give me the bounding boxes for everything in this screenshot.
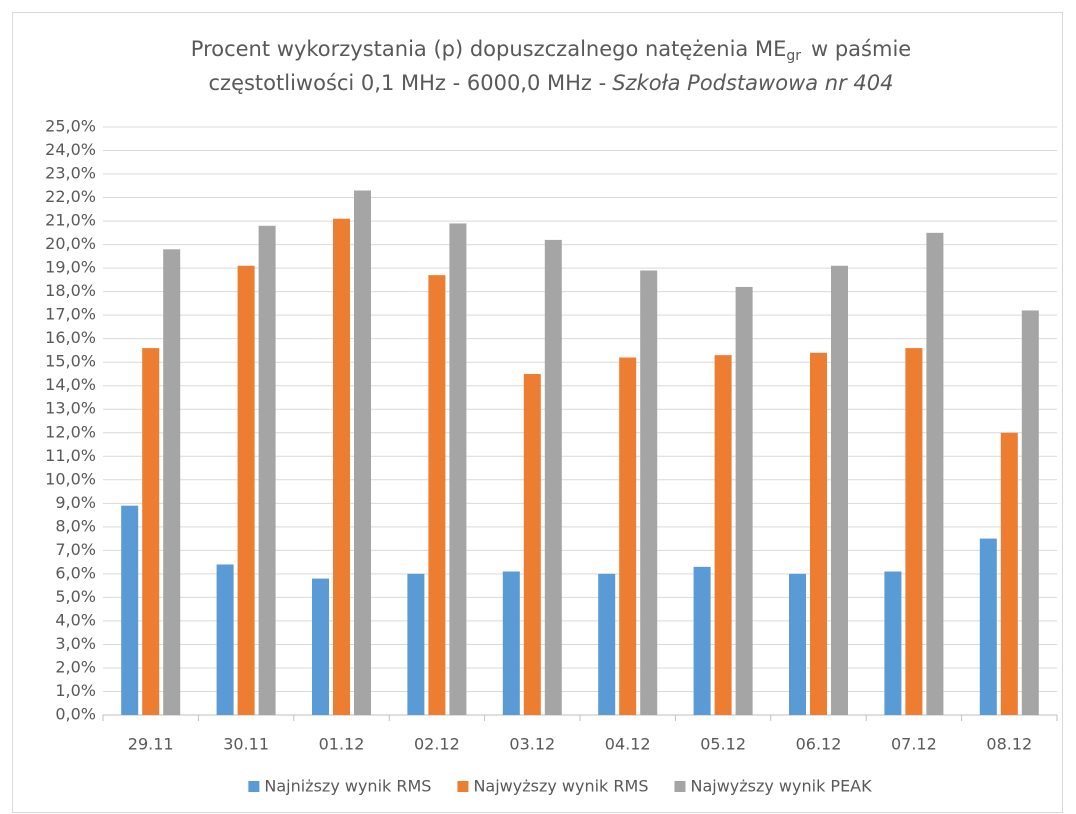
x-tick-label: 30.11 [223,735,269,754]
chart-title: częstotliwości 0,1 MHz - 6000,0 MHz - Szk… [209,71,894,95]
y-tick-label: 1,0% [55,681,96,700]
y-tick-label: 19,0% [45,258,96,277]
legend-swatch [248,781,260,792]
y-tick-label: 12,0% [45,422,96,441]
bar [333,218,350,715]
y-tick-label: 5,0% [55,587,96,606]
chart-title: Procent wykorzystania (p) dopuszczalnego… [191,37,911,64]
bar [407,573,425,715]
y-tick-label: 7,0% [55,540,96,559]
bar [884,571,902,715]
y-tick-label: 13,0% [45,399,96,418]
bar [163,249,181,715]
bar [714,355,732,715]
y-tick-label: 9,0% [55,493,96,512]
y-tick-label: 25,0% [45,117,96,136]
bar [502,571,520,715]
bar [979,538,997,715]
y-tick-label: 8,0% [55,516,96,535]
y-tick-label: 0,0% [55,705,96,724]
bar [831,265,848,715]
x-tick-label: 05.12 [700,735,746,754]
y-tick-label: 16,0% [45,328,96,347]
legend-label: Najwyższy wynik PEAK [690,777,872,796]
x-tick-label: 04.12 [605,735,651,754]
y-tick-label: 15,0% [45,352,96,371]
bar [142,348,160,715]
x-tick-label: 29.11 [128,735,174,754]
x-tick-label: 03.12 [509,735,555,754]
y-tick-label: 10,0% [45,469,96,488]
bar [789,573,806,715]
bar [121,505,139,715]
x-tick-label: 06.12 [796,735,842,754]
legend-swatch [457,781,469,792]
y-tick-label: 18,0% [45,281,96,300]
bar [449,223,467,715]
bar [428,275,446,715]
title-subscript: gr [786,48,801,64]
bar [1000,432,1018,715]
bar [312,578,329,715]
y-tick-label: 4,0% [55,610,96,629]
x-tick-label: 01.12 [319,735,365,754]
y-tick-label: 6,0% [55,563,96,582]
bar [237,265,255,715]
bar [544,239,562,715]
bar [693,566,711,715]
legend-label: Najniższy wynik RMS [264,777,431,796]
y-tick-label: 20,0% [45,234,96,253]
x-tick-label: 02.12 [414,735,460,754]
legend-swatch [674,781,686,792]
bar [216,564,234,715]
bar [258,225,276,715]
title-italic: Szkoła Podstawowa nr 404 [612,71,893,95]
bar [523,373,541,715]
bar [926,232,944,715]
y-tick-label: 2,0% [55,657,96,676]
y-tick-label: 17,0% [45,305,96,324]
bar [905,348,923,715]
title-line: Procent wykorzystania (p) dopuszczalnego… [191,37,787,61]
bar [640,270,658,715]
x-tick-label: 08.12 [986,735,1032,754]
y-tick-label: 22,0% [45,187,96,206]
y-tick-label: 21,0% [45,211,96,230]
bar [810,352,827,715]
title-line: w paśmie [811,37,911,61]
bar [619,357,637,715]
y-tick-label: 14,0% [45,375,96,394]
y-tick-label: 11,0% [45,446,96,465]
bar [354,190,371,715]
x-tick-label: 07.12 [891,735,937,754]
bar [1021,310,1039,715]
y-tick-label: 23,0% [45,164,96,183]
bar [735,286,753,715]
title-line: częstotliwości 0,1 MHz - 6000,0 MHz - [209,71,607,95]
y-tick-label: 3,0% [55,634,96,653]
bar [598,573,616,715]
y-tick-label: 24,0% [45,140,96,159]
legend-label: Najwyższy wynik RMS [473,777,648,796]
